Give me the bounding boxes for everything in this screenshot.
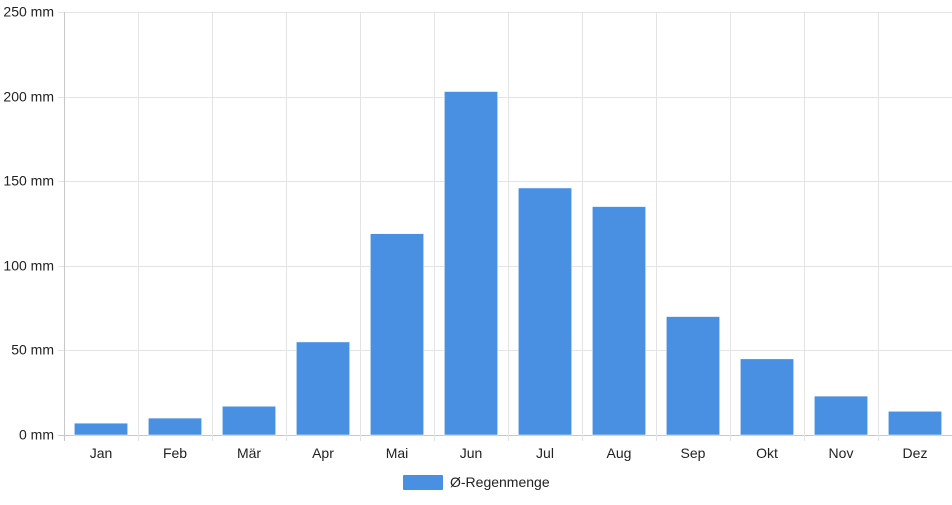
x-tick-label: Nov bbox=[829, 445, 854, 461]
bar-mai[interactable] bbox=[370, 233, 424, 436]
x-tick-label: Jul bbox=[536, 445, 554, 461]
y-tick-label: 150 mm bbox=[3, 173, 54, 189]
bar-apr[interactable] bbox=[296, 341, 350, 436]
x-tick-label: Jun bbox=[460, 445, 483, 461]
bar-dez[interactable] bbox=[888, 411, 942, 436]
x-tick-label: Jan bbox=[90, 445, 113, 461]
x-tick-label: Feb bbox=[163, 445, 187, 461]
x-tick-label: Aug bbox=[607, 445, 632, 461]
y-tick-label: 50 mm bbox=[11, 342, 54, 358]
y-tick-label: 200 mm bbox=[3, 89, 54, 105]
y-tick-label: 0 mm bbox=[19, 427, 54, 443]
bar-jan[interactable] bbox=[74, 422, 128, 436]
bar-mär[interactable] bbox=[222, 405, 276, 436]
bar-okt[interactable] bbox=[740, 358, 794, 436]
x-axis-ticks: Jan Feb Mär Apr Mai Jun Jul Aug Sep Okt Nov Dez bbox=[90, 445, 928, 461]
x-tick-label: Okt bbox=[756, 445, 778, 461]
x-tick-label: Mär bbox=[237, 445, 261, 461]
bar-nov[interactable] bbox=[814, 395, 868, 436]
y-tick-label: 100 mm bbox=[3, 258, 54, 274]
bar-sep[interactable] bbox=[666, 316, 720, 436]
y-tick-label: 250 mm bbox=[3, 4, 54, 20]
bar-feb[interactable] bbox=[148, 417, 202, 436]
x-tick-label: Mai bbox=[386, 445, 409, 461]
bar-aug[interactable] bbox=[592, 206, 646, 436]
legend-label: Ø-Regenmenge bbox=[450, 474, 550, 490]
bar-jul[interactable] bbox=[518, 187, 572, 436]
bar-jun[interactable] bbox=[444, 91, 498, 436]
y-axis-ticks: 250 mm 200 mm 150 mm 100 mm 50 mm 0 mm bbox=[3, 4, 54, 443]
x-tick-label: Sep bbox=[681, 445, 706, 461]
legend-swatch bbox=[403, 475, 443, 490]
x-tick-label: Apr bbox=[312, 445, 334, 461]
legend[interactable]: Ø-Regenmenge bbox=[403, 474, 550, 490]
grid-lines bbox=[58, 12, 952, 441]
bars bbox=[74, 91, 942, 436]
x-tick-label: Dez bbox=[903, 445, 928, 461]
